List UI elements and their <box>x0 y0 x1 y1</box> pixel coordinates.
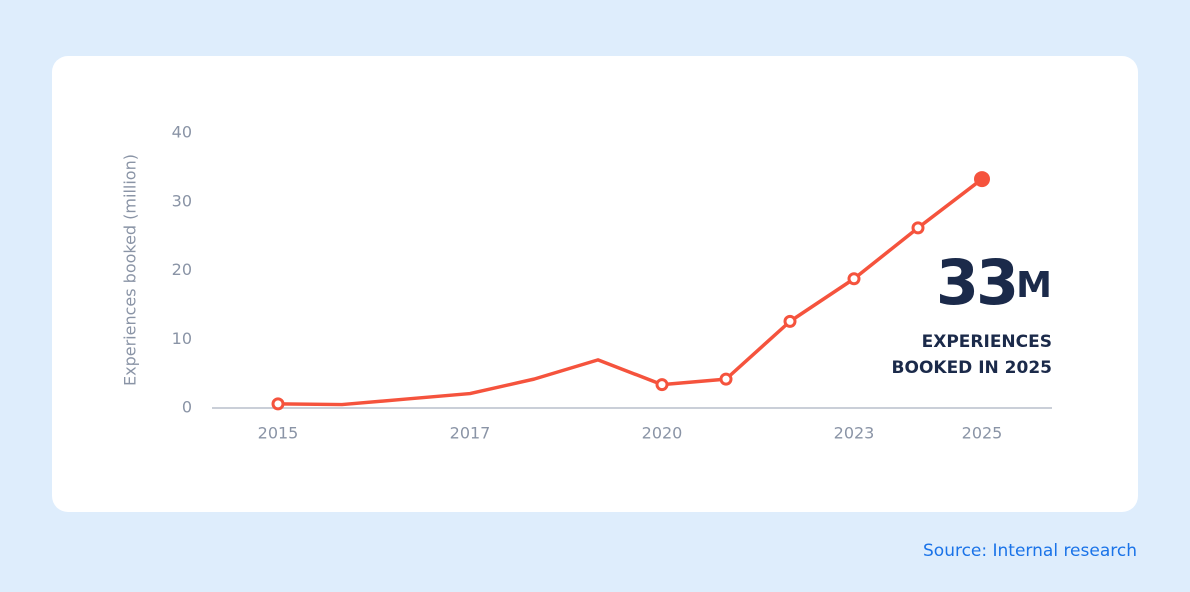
y-axis-label: Experiences booked (million) <box>121 154 140 386</box>
point <box>655 378 669 392</box>
annotation-line: BOOKED IN 2025 <box>892 358 1052 378</box>
point <box>911 221 925 235</box>
y-tick-label: 40 <box>172 123 192 142</box>
x-tick-label: 2017 <box>450 424 491 443</box>
x-tick-label: 2015 <box>258 424 299 443</box>
card <box>52 56 1138 512</box>
point <box>783 314 797 328</box>
y-tick-label: 0 <box>182 398 192 417</box>
point <box>271 397 285 411</box>
x-tick-label: 2020 <box>642 424 683 443</box>
x-tick-label: 2023 <box>834 424 875 443</box>
point <box>719 372 733 386</box>
annotation-line: EXPERIENCES <box>922 332 1052 352</box>
annotation-unit: M <box>1016 265 1052 306</box>
x-tick-label: 2025 <box>962 424 1003 443</box>
source: Source: Internal research <box>923 541 1137 561</box>
point <box>847 272 861 286</box>
annotation-value: 33M <box>936 246 1052 319</box>
highlight-point <box>974 171 990 188</box>
y-tick-label: 10 <box>172 329 192 348</box>
line <box>277 177 984 407</box>
y-tick-label: 30 <box>172 191 192 210</box>
annotation-number: 33 <box>936 246 1016 319</box>
y-tick-label: 20 <box>172 260 192 279</box>
